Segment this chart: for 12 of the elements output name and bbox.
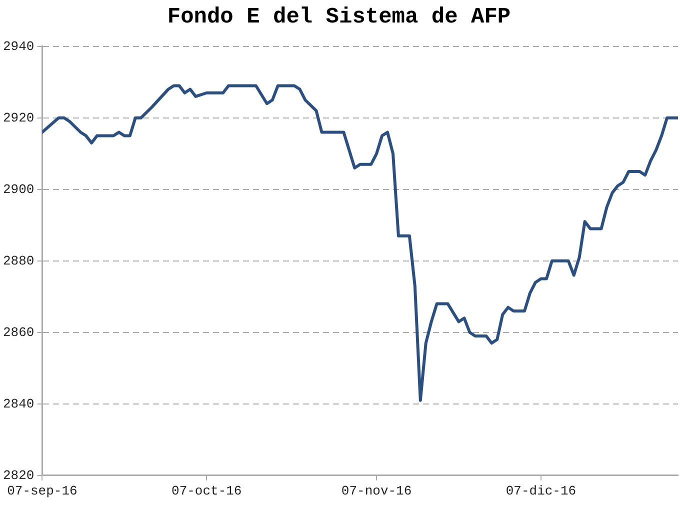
- y-tick-label: 2840: [2, 396, 34, 412]
- y-tick-label: 2940: [2, 38, 34, 54]
- chart-title: Fondo E del Sistema de AFP: [167, 4, 511, 30]
- y-tick-label: 2820: [2, 468, 34, 483]
- y-tick-label: 2860: [2, 324, 34, 340]
- y-tick-label: 2880: [2, 253, 34, 268]
- x-tick-label: 07-nov-16: [341, 484, 412, 499]
- y-tick-label: 2900: [2, 182, 34, 197]
- x-tick-label: 07-oct-16: [172, 484, 242, 499]
- x-tick-label: 07-dic-16: [506, 484, 576, 499]
- x-tick-label: 07-sep-16: [7, 484, 78, 499]
- y-tick-label: 2920: [2, 110, 34, 126]
